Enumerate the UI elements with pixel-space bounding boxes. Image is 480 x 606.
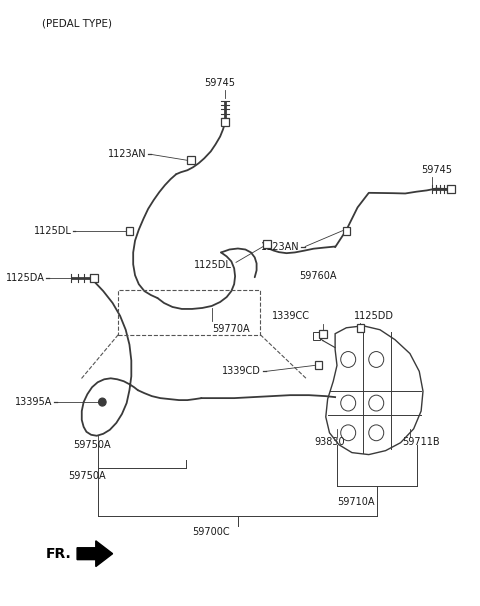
Polygon shape (221, 118, 228, 125)
Text: (PEDAL TYPE): (PEDAL TYPE) (42, 19, 111, 28)
Polygon shape (447, 185, 455, 193)
Text: 1339CC: 1339CC (272, 311, 310, 321)
Text: 1123AN: 1123AN (108, 149, 146, 159)
Circle shape (98, 398, 106, 406)
Text: 1125DA: 1125DA (5, 273, 44, 283)
Text: 1125DL: 1125DL (194, 261, 232, 270)
Text: 59700C: 59700C (192, 527, 230, 537)
Polygon shape (263, 239, 271, 247)
Polygon shape (90, 275, 97, 282)
Text: 1125DD: 1125DD (354, 311, 394, 321)
Polygon shape (187, 156, 195, 164)
Polygon shape (357, 324, 364, 331)
Text: 59770A: 59770A (212, 324, 249, 334)
Text: 1339CD: 1339CD (222, 367, 261, 376)
Polygon shape (343, 227, 350, 235)
Text: 93830: 93830 (314, 437, 345, 447)
Text: 59745: 59745 (204, 78, 235, 88)
Text: 59750A: 59750A (73, 440, 111, 450)
Text: 59711B: 59711B (402, 437, 440, 447)
Text: FR.: FR. (45, 547, 71, 561)
Polygon shape (314, 361, 322, 370)
Polygon shape (319, 330, 327, 338)
Polygon shape (126, 227, 133, 235)
Polygon shape (312, 331, 320, 339)
Text: 13395A: 13395A (14, 397, 52, 407)
Text: 59745: 59745 (421, 165, 452, 175)
Text: 1125DL: 1125DL (34, 225, 72, 236)
Text: 1123AN: 1123AN (261, 242, 300, 251)
Text: 59710A: 59710A (337, 497, 374, 507)
Text: 59760A: 59760A (300, 271, 337, 281)
Text: 59750A: 59750A (68, 471, 106, 481)
Polygon shape (77, 541, 113, 567)
